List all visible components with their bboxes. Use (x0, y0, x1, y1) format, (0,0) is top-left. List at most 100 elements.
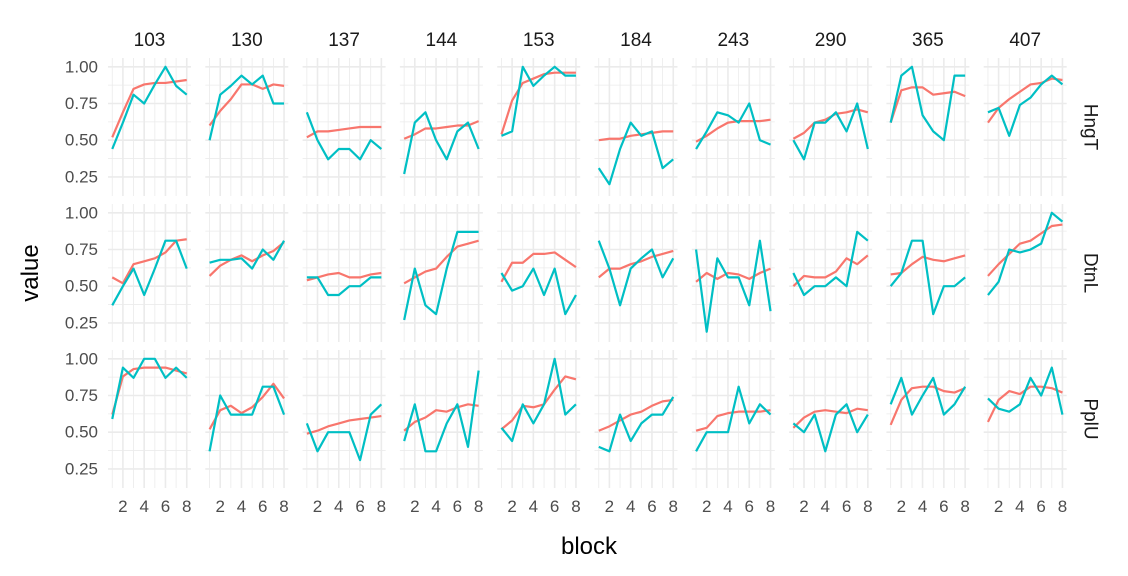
series-line-teal-HngT-365 (889, 65, 966, 142)
column-strip-label: 130 (231, 30, 263, 51)
x-tick-label: 2 (410, 497, 419, 516)
series-line-red-HngT-407 (987, 77, 1063, 124)
series-line-teal-HngT-153 (501, 65, 576, 137)
series-line-red-DtnL-103 (111, 238, 187, 285)
row-strip-label: DtnL (1080, 253, 1101, 293)
panel-DtnL-407 (983, 204, 1067, 342)
series-line-teal-HngT-137 (305, 111, 383, 161)
column-strip-label: 243 (717, 30, 749, 51)
series-line-teal-HngT-290 (792, 102, 869, 161)
x-tick-label: 2 (313, 497, 322, 516)
panel-HngT-144 (399, 58, 483, 196)
y-tick-label: 0.50 (65, 131, 98, 150)
x-tick-label: 2 (215, 497, 224, 516)
x-axis-title: block (561, 533, 618, 560)
series-line-red-HngT-144 (403, 120, 480, 140)
series-line-teal-DtnL-243 (694, 239, 772, 333)
column-strip-label: 153 (523, 30, 555, 51)
panel-HngT-153 (497, 58, 581, 196)
panel-PplU-243 (691, 350, 775, 488)
axes-layer: 0.25 0.50 0.75 1.00 0.25 0.50 0.75 1.00 0.25 0.50… (65, 57, 1067, 516)
y-tick-label: 0.25 (65, 167, 98, 186)
panel-DtnL-290 (789, 204, 873, 342)
series-line-teal-PplU-407 (987, 366, 1064, 415)
y-tick-label: 1.00 (65, 349, 98, 368)
column-strip-label: 365 (912, 30, 944, 51)
series-line-red-DtnL-365 (890, 254, 966, 276)
series-line-red-DtnL-153 (500, 251, 577, 283)
series-line-red-PplU-184 (598, 398, 674, 432)
panel-HngT-290 (789, 58, 873, 196)
x-tick-label: 4 (529, 497, 538, 516)
x-tick-label: 8 (1058, 497, 1067, 516)
x-tick-label: 8 (766, 497, 775, 516)
x-tick-label: 2 (118, 497, 127, 516)
series-line-teal-PplU-144 (403, 370, 480, 453)
x-tick-label: 4 (723, 497, 732, 516)
panel-DtnL-365 (886, 204, 970, 342)
x-tick-label: 4 (334, 497, 343, 516)
series-line-teal-HngT-130 (208, 74, 285, 141)
series-line-red-PplU-144 (403, 403, 479, 432)
series-line-teal-DtnL-130 (209, 240, 286, 270)
series-line-teal-PplU-184 (598, 396, 675, 453)
column-strip-label: 184 (620, 30, 652, 51)
series-line-teal-PplU-243 (695, 385, 772, 452)
series-line-teal-HngT-407 (987, 74, 1064, 137)
panel-PplU-184 (594, 350, 678, 488)
panel-DtnL-130 (205, 204, 289, 342)
series-line-teal-DtnL-153 (500, 267, 577, 316)
y-tick-label: 1.00 (65, 57, 98, 76)
series-line-red-HngT-153 (500, 71, 576, 135)
panel-HngT-130 (205, 58, 289, 196)
series-line-red-DtnL-407 (987, 223, 1063, 277)
x-tick-label: 4 (237, 497, 246, 516)
series-line-red-PplU-290 (792, 407, 868, 429)
x-tick-label: 2 (605, 497, 614, 516)
column-strip-label: 407 (1009, 30, 1041, 51)
x-tick-label: 6 (842, 497, 851, 516)
panel-PplU-130 (205, 350, 289, 488)
column-strip-label: 103 (134, 30, 166, 51)
series-line-teal-DtnL-184 (597, 240, 675, 307)
series-line-teal-PplU-365 (889, 376, 967, 416)
series-line-red-HngT-243 (695, 118, 771, 143)
x-tick-label: 6 (647, 497, 656, 516)
series-line-teal-PplU-153 (500, 357, 577, 443)
panel-PplU-144 (399, 350, 483, 488)
x-tick-label: 6 (453, 497, 462, 516)
x-tick-label: 4 (139, 497, 148, 516)
series-line-teal-PplU-130 (208, 385, 286, 452)
x-tick-label: 8 (279, 497, 288, 516)
series-line-red-DtnL-290 (792, 254, 869, 288)
x-tick-label: 4 (626, 497, 635, 516)
series-line-teal-HngT-103 (111, 65, 188, 150)
x-tick-label: 6 (258, 497, 267, 516)
x-tick-label: 8 (571, 497, 580, 516)
y-tick-label: 0.75 (65, 94, 98, 113)
series-line-teal-HngT-184 (597, 121, 674, 186)
series-line-teal-PplU-103 (111, 357, 188, 420)
series-line-teal-DtnL-144 (403, 230, 479, 321)
series-line-teal-PplU-137 (305, 403, 383, 462)
x-tick-label: 4 (1015, 497, 1024, 516)
panel-HngT-103 (108, 58, 191, 196)
panels-layer (108, 58, 1067, 488)
x-tick-label: 2 (507, 497, 516, 516)
series-line-red-DtnL-130 (208, 241, 285, 277)
x-tick-label: 4 (918, 497, 927, 516)
panel-DtnL-103 (108, 204, 191, 342)
series-line-red-DtnL-137 (306, 271, 382, 282)
y-tick-label: 1.00 (65, 203, 98, 222)
x-tick-label: 8 (377, 497, 386, 516)
y-tick-label: 0.75 (65, 240, 98, 259)
panel-DtnL-184 (594, 204, 678, 342)
x-tick-label: 2 (994, 497, 1003, 516)
column-strip-label: 290 (815, 30, 847, 51)
x-tick-label: 2 (799, 497, 808, 516)
series-line-teal-PplU-290 (792, 403, 869, 453)
series-line-teal-HngT-243 (695, 102, 771, 150)
panel-PplU-290 (789, 350, 873, 488)
